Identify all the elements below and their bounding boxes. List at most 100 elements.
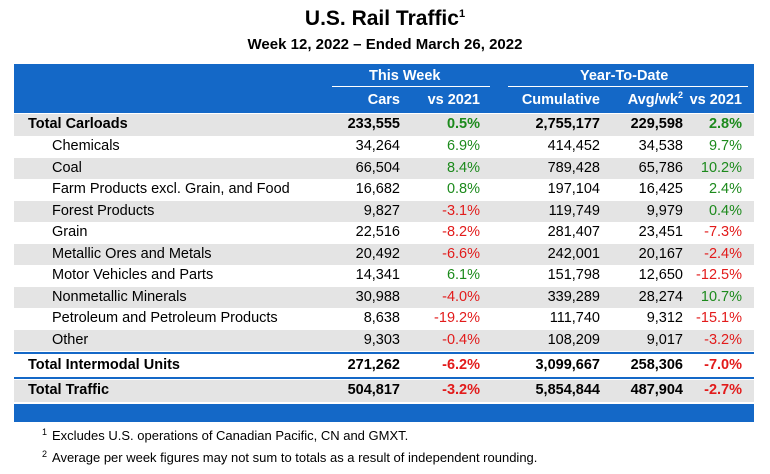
cars-cell: 22,516 (355, 224, 400, 240)
cars-cell: 8,638 (363, 310, 400, 326)
row-label: Farm Products excl. Grain, and Food (52, 181, 290, 197)
ytd-underline (508, 86, 748, 87)
vs-week-cell: -3.2% (442, 382, 480, 398)
vs-week-cell: -8.2% (442, 224, 480, 240)
page-subtitle: Week 12, 2022 – Ended March 26, 2022 (247, 36, 523, 53)
vs-ytd-cell: -2.7% (704, 382, 742, 398)
row-label: Coal (52, 159, 82, 176)
vs-ytd-cell: -7.3% (704, 224, 742, 240)
table-row: Forest Products 9,827 -3.1% 119,749 9,979 0.4… (14, 200, 754, 222)
cars-cell: 16,682 (355, 181, 400, 197)
cars-cell: 30,988 (355, 288, 400, 305)
row-label: Grain (52, 224, 88, 240)
vs-ytd-cell: -15.1% (696, 310, 742, 326)
vs-ytd-cell: -12.5% (696, 267, 742, 283)
cars-cell: 9,827 (363, 202, 400, 219)
cumulative-cell: 111,740 (549, 310, 600, 326)
avg-cell: 9,017 (646, 331, 683, 348)
avg-cell: 23,451 (638, 224, 683, 240)
page-title: U.S. Rail Traffic1 (0, 6, 770, 32)
header-cars: Cars (367, 92, 400, 108)
header-cumulative: Cumulative (521, 92, 600, 108)
footnote-1-text: Excludes U.S. operations of Canadian Pac… (52, 428, 409, 443)
row-label: Total Carloads (28, 116, 128, 132)
vs-ytd-cell: -2.4% (704, 245, 742, 262)
cars-cell: 9,303 (363, 331, 400, 348)
vs-week-cell: 8.4% (446, 159, 480, 176)
header-ytd: Year-To-Date (580, 68, 669, 84)
table-row: Total Carloads 233,555 0.5% 2,755,177 229,59… (14, 114, 754, 136)
vs-ytd-cell: -3.2% (704, 331, 742, 348)
table-row: Total Intermodal Units 271,262 -6.2% 3,099,… (14, 355, 754, 377)
table-row: Nonmetallic Minerals 30,988 -4.0% 339,289 28… (14, 286, 754, 308)
cumulative-cell: 197,104 (547, 181, 600, 197)
avg-cell: 487,904 (630, 382, 683, 398)
vs-week-cell: -6.6% (442, 245, 480, 262)
row-label: Metallic Ores and Metals (52, 245, 212, 262)
row-label: Nonmetallic Minerals (52, 288, 187, 305)
avg-cell: 16,425 (638, 181, 683, 197)
avg-cell: 12,650 (638, 267, 683, 283)
cumulative-cell: 414,452 (547, 138, 600, 154)
cumulative-cell: 3,099,667 (535, 357, 600, 373)
header-vs2021-ytd: vs 2021 (689, 92, 742, 108)
vs-ytd-cell: 10.2% (700, 159, 742, 176)
title-text: U.S. Rail Traffic (304, 7, 459, 30)
header-vs2021-week: vs 2021 (427, 92, 480, 108)
row-label: Motor Vehicles and Parts (52, 267, 214, 283)
vs-ytd-cell: 9.7% (708, 138, 742, 154)
vs-ytd-cell: 10.7% (700, 288, 742, 305)
row-label: Forest Products (52, 202, 155, 219)
footnote-2-text: Average per week figures may not sum to … (52, 450, 538, 465)
table-row: Motor Vehicles and Parts 14,341 6.1% 151,79… (14, 265, 754, 287)
avg-cell: 34,538 (638, 138, 683, 154)
table-row: Grain 22,516 -8.2% 281,407 23,451 -7.3% (14, 222, 754, 244)
row-label: Other (52, 331, 89, 348)
avg-cell: 9,979 (646, 202, 683, 219)
cumulative-cell: 5,854,844 (535, 382, 600, 398)
vs-week-cell: -3.1% (442, 202, 480, 219)
this-week-underline (332, 86, 490, 87)
vs-ytd-cell: 2.4% (708, 181, 742, 197)
row-label: Total Traffic (28, 382, 110, 398)
cumulative-cell: 789,428 (547, 159, 600, 176)
cumulative-cell: 2,755,177 (535, 116, 600, 132)
avg-cell: 9,312 (646, 310, 683, 326)
cumulative-cell: 242,001 (547, 245, 600, 262)
avg-cell: 28,274 (638, 288, 683, 305)
vs-week-cell: -19.2% (434, 310, 480, 326)
footnote-2: 2 Average per week figures may not sum to… (42, 448, 538, 466)
vs-week-cell: -4.0% (442, 288, 480, 305)
table-row: Coal 66,504 8.4% 789,428 65,786 10.2% (14, 157, 754, 179)
cumulative-cell: 108,209 (547, 331, 600, 348)
vs-week-cell: 0.8% (446, 181, 480, 197)
footnote-2-mark: 2 (42, 448, 48, 459)
avg-cell: 65,786 (638, 159, 683, 176)
table-row: Total Traffic 504,817 -3.2% 5,854,844 487,90… (14, 380, 754, 402)
cars-cell: 66,504 (355, 159, 400, 176)
section-separator (14, 351, 754, 354)
header-avgwk: Avg/wk2 (628, 91, 683, 109)
cars-cell: 34,264 (355, 138, 400, 154)
avgwk-footnote-mark: 2 (677, 90, 683, 101)
vs-ytd-cell: -7.0% (704, 357, 742, 373)
vs-week-cell: -0.4% (442, 331, 480, 348)
header-this-week: This Week (369, 68, 441, 84)
vs-ytd-cell: 2.8% (708, 116, 742, 132)
avgwk-text: Avg/wk (627, 92, 678, 108)
vs-week-cell: 0.5% (446, 116, 480, 132)
table-row: Farm Products excl. Grain, and Food 16,68… (14, 179, 754, 201)
avg-cell: 229,598 (630, 116, 683, 132)
data-table: Total Carloads 233,555 0.5% 2,755,177 229,59… (14, 113, 754, 404)
cars-cell: 20,492 (355, 245, 400, 262)
vs-week-cell: 6.1% (446, 267, 480, 283)
cumulative-cell: 119,749 (548, 202, 600, 219)
cars-cell: 504,817 (347, 382, 400, 398)
cumulative-cell: 151,798 (547, 267, 600, 283)
vs-week-cell: -6.2% (442, 357, 480, 373)
vs-week-cell: 6.9% (446, 138, 480, 154)
cumulative-cell: 281,407 (547, 224, 600, 240)
avg-cell: 258,306 (630, 357, 683, 373)
vs-ytd-cell: 0.4% (708, 202, 742, 219)
cumulative-cell: 339,289 (547, 288, 600, 305)
